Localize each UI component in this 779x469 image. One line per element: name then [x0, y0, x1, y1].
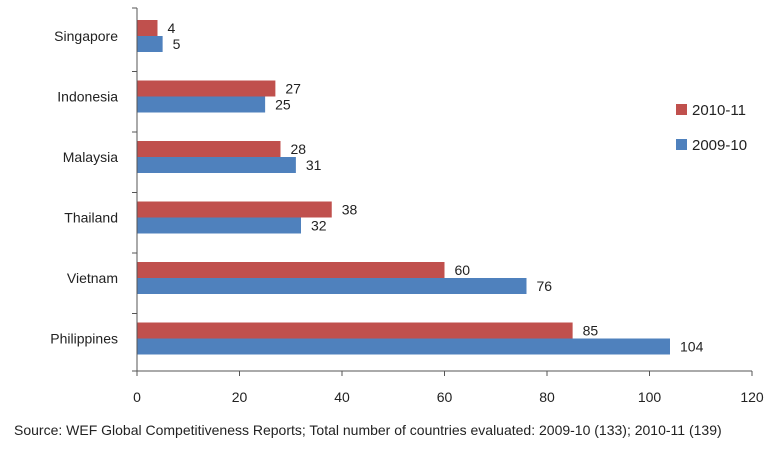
bar-indonesia-2010-11 [137, 80, 276, 97]
x-tick-label-0: 0 [133, 389, 141, 405]
category-label-singapore: Singapore [54, 28, 118, 44]
value-label-singapore-2010-11: 4 [168, 20, 176, 36]
bar-malaysia-2009-10 [137, 157, 296, 173]
x-tick-label-60: 60 [437, 389, 453, 405]
bar-philippines-2010-11 [137, 322, 573, 339]
x-tick-label-120: 120 [740, 389, 764, 405]
bar-singapore-2009-10 [137, 36, 163, 52]
legend-swatch-2009-10 [676, 139, 687, 150]
bar-vietnam-2009-10 [137, 278, 527, 294]
bar-thailand-2010-11 [137, 201, 332, 218]
category-label-philippines: Philippines [50, 331, 118, 347]
legend-label-2009-10: 2009-10 [692, 137, 747, 154]
bar-malaysia-2010-11 [137, 141, 281, 157]
bar-vietnam-2010-11 [137, 262, 445, 278]
legend: 2010-11 2009-10 [676, 102, 747, 154]
value-label-singapore-2009-10: 5 [173, 36, 181, 52]
legend-label-2010-11: 2010-11 [692, 102, 746, 119]
x-tick-label-20: 20 [232, 389, 248, 405]
bar-philippines-2009-10 [137, 338, 670, 355]
x-tick-label-100: 100 [638, 389, 662, 405]
category-label-thailand: Thailand [64, 210, 118, 226]
value-label-malaysia-2009-10: 31 [306, 157, 322, 173]
bar-thailand-2009-10 [137, 217, 301, 234]
x-tick-label-80: 80 [539, 389, 555, 405]
source-note: Source: WEF Global Competitiveness Repor… [14, 422, 722, 438]
value-label-philippines-2009-10: 104 [680, 339, 704, 355]
bar-indonesia-2009-10 [137, 96, 266, 113]
value-label-thailand-2009-10: 32 [311, 218, 327, 234]
bars-layer [137, 20, 670, 355]
category-label-indonesia: Indonesia [57, 89, 118, 105]
category-label-vietnam: Vietnam [67, 270, 118, 286]
value-label-malaysia-2010-11: 28 [291, 141, 307, 157]
legend-swatch-2010-11 [676, 104, 687, 115]
x-axis: 0 20 40 60 80 100 120 [132, 7, 764, 405]
value-label-vietnam-2010-11: 60 [455, 262, 471, 278]
value-label-thailand-2010-11: 38 [342, 202, 358, 218]
value-label-indonesia-2009-10: 25 [275, 97, 291, 113]
category-label-malaysia: Malaysia [63, 149, 118, 165]
x-tick-label-40: 40 [334, 389, 350, 405]
bar-singapore-2010-11 [137, 20, 158, 36]
value-label-philippines-2010-11: 85 [583, 323, 599, 339]
value-label-indonesia-2010-11: 27 [285, 81, 301, 97]
value-label-vietnam-2009-10: 76 [537, 278, 553, 294]
